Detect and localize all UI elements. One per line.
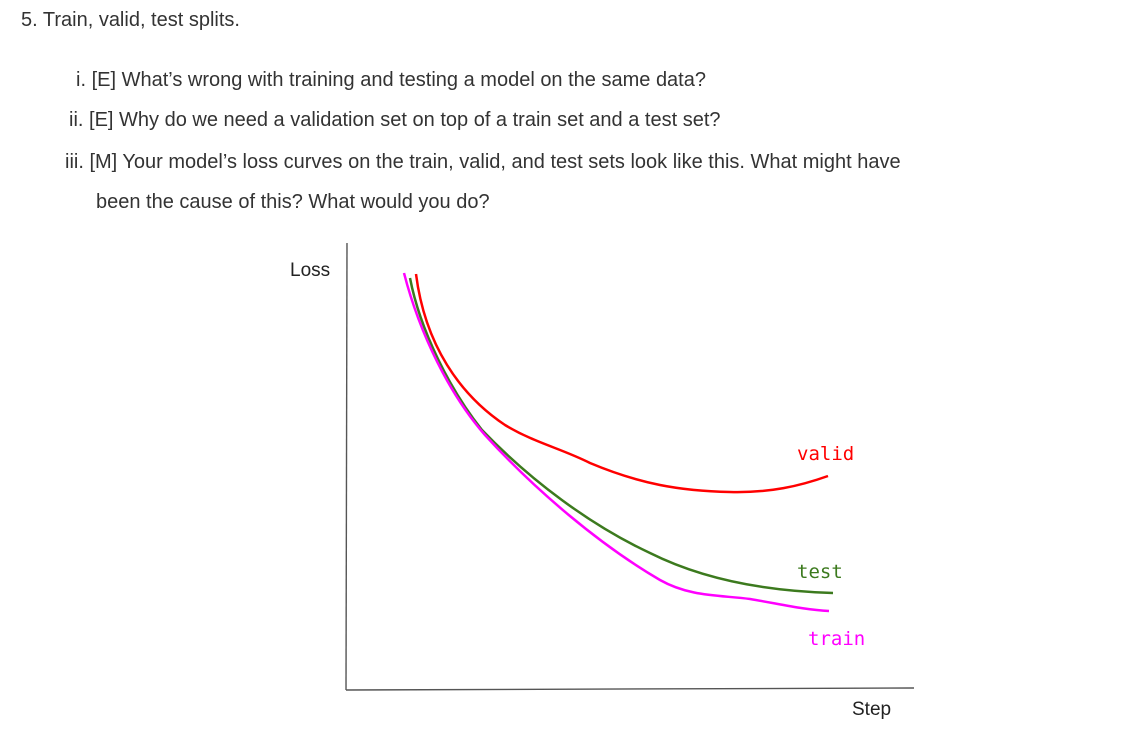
series-line-valid	[414, 273, 829, 494]
x-axis	[345, 687, 915, 691]
x-axis-label: Step	[852, 699, 891, 720]
y-axis-label: Loss	[290, 260, 330, 281]
item-text: [E] Why do we need a validation set on t…	[89, 109, 721, 131]
item-number: ii.	[69, 109, 84, 131]
question-item-i: i. [E] What’s wrong with training and te…	[76, 66, 706, 94]
item-text: [E] What’s wrong with training and testi…	[91, 69, 706, 91]
item-number: iii.	[65, 151, 84, 173]
series-line-test	[408, 277, 834, 595]
question-item-iii: iii. [M] Your model’s loss curves on the…	[65, 148, 901, 176]
series-label-train: train	[808, 628, 865, 650]
question-item-iii-continuation: been the cause of this? What would you d…	[96, 191, 490, 213]
series-label-valid: valid	[797, 443, 854, 465]
question-heading: 5. Train, valid, test splits.	[21, 9, 240, 31]
y-axis	[345, 242, 348, 691]
item-number: i.	[76, 69, 86, 91]
item-text: [M] Your model’s loss curves on the trai…	[89, 151, 901, 173]
series-label-test: test	[797, 561, 843, 583]
question-item-ii: ii. [E] Why do we need a validation set …	[69, 106, 721, 134]
series-line-train	[402, 272, 830, 613]
